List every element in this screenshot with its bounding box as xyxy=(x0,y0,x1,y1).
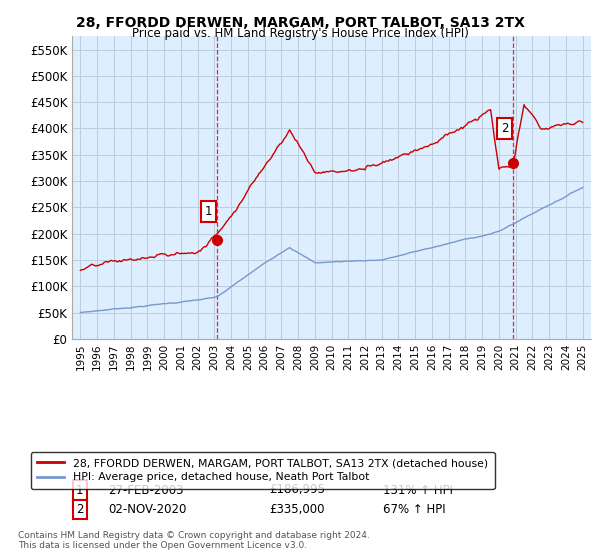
Text: £186,995: £186,995 xyxy=(269,483,325,497)
Legend: 28, FFORDD DERWEN, MARGAM, PORT TALBOT, SA13 2TX (detached house), HPI: Average : 28, FFORDD DERWEN, MARGAM, PORT TALBOT, … xyxy=(31,451,494,489)
Text: 2: 2 xyxy=(501,122,508,135)
Text: 1: 1 xyxy=(205,205,212,218)
Text: 28, FFORDD DERWEN, MARGAM, PORT TALBOT, SA13 2TX: 28, FFORDD DERWEN, MARGAM, PORT TALBOT, … xyxy=(76,16,524,30)
Text: Contains HM Land Registry data © Crown copyright and database right 2024.
This d: Contains HM Land Registry data © Crown c… xyxy=(18,530,370,550)
Text: £335,000: £335,000 xyxy=(269,503,325,516)
Text: 02-NOV-2020: 02-NOV-2020 xyxy=(109,503,187,516)
Text: 67% ↑ HPI: 67% ↑ HPI xyxy=(383,503,446,516)
Text: 131% ↑ HPI: 131% ↑ HPI xyxy=(383,483,454,497)
Text: 1: 1 xyxy=(76,483,83,497)
Text: 27-FEB-2003: 27-FEB-2003 xyxy=(109,483,184,497)
Text: 2: 2 xyxy=(76,503,83,516)
Text: Price paid vs. HM Land Registry's House Price Index (HPI): Price paid vs. HM Land Registry's House … xyxy=(131,27,469,40)
